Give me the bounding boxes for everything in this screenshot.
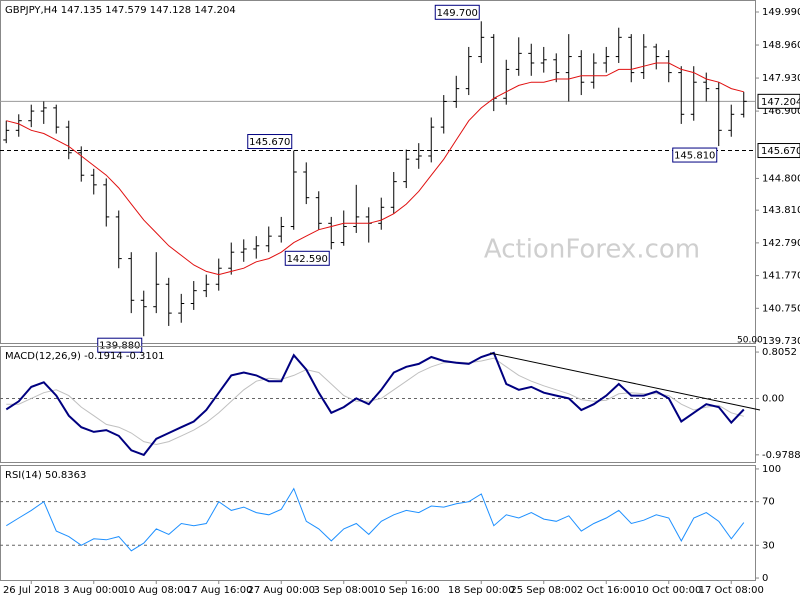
- x-tick-label: 17 Aug 16:00: [185, 585, 252, 596]
- level-box: [757, 143, 800, 159]
- x-tick-label: 3 Aug 00:00: [63, 585, 124, 596]
- x-tick-label: 10 Sep 16:00: [373, 585, 440, 596]
- annotation-box: [247, 134, 293, 150]
- panel-title: MACD(12,26,9) -0.1914 -0.3101: [5, 351, 165, 362]
- level-label: 145.670: [761, 146, 800, 157]
- x-tick-label: 10 Oct 00:00: [636, 585, 701, 596]
- series-line: [6, 487, 745, 552]
- x-tick-label: 27 Aug 00:00: [248, 585, 315, 596]
- corner-note: 50.00: [737, 336, 763, 346]
- annotation-label: 145.670: [249, 137, 290, 148]
- y-tick-label: 100: [762, 464, 781, 475]
- x-tick-label: 2 Oct 16:00: [577, 585, 636, 596]
- x-tick-label: 18 Sep 00:00: [448, 585, 515, 596]
- y-tick-label: 141.770: [762, 271, 800, 282]
- y-tick-label: 139.730: [762, 336, 800, 347]
- watermark: ActionForex.com: [484, 235, 700, 265]
- series-line: [6, 62, 744, 276]
- trend-line: [489, 352, 761, 411]
- y-tick-label: 147.930: [762, 73, 800, 84]
- y-tick-label: 30: [762, 540, 775, 551]
- annotation-box: [434, 4, 480, 20]
- annotation-box: [284, 250, 330, 266]
- panel-frame: [0, 465, 756, 581]
- annotation-box: [672, 147, 718, 163]
- annotation-box: [97, 337, 143, 353]
- annotation-label: 149.700: [437, 8, 478, 19]
- x-tick-label: 3 Sep 08:00: [314, 585, 374, 596]
- panel-frame: [0, 0, 756, 344]
- panel-title: GBPJPY,H4 147.135 147.579 147.128 147.20…: [5, 5, 236, 16]
- y-tick-label: 70: [762, 497, 775, 508]
- y-tick-label: 149.990: [762, 7, 800, 18]
- series-line: [5, 351, 745, 457]
- annotation-label: 145.810: [674, 151, 715, 162]
- y-tick-label: 0.00: [762, 393, 784, 404]
- y-tick-label: 143.810: [762, 205, 800, 216]
- x-tick-label: 25 Sep 08:00: [510, 585, 577, 596]
- panel-title: RSI(14) 50.8363: [5, 470, 86, 481]
- y-tick-label: 140.750: [762, 303, 800, 314]
- y-tick-label: 144.800: [762, 173, 800, 184]
- y-tick-label: 0: [762, 573, 768, 584]
- level-box: [757, 93, 800, 109]
- y-tick-label: 148.960: [762, 40, 800, 51]
- y-tick-label: 142.790: [762, 238, 800, 249]
- annotation-label: 142.590: [287, 254, 328, 265]
- y-tick-label: 146.900: [762, 106, 800, 117]
- x-tick-label: 26 Jul 2018: [3, 585, 60, 596]
- series-line: [6, 357, 744, 446]
- x-tick-label: 10 Aug 08:00: [123, 585, 190, 596]
- y-tick-label: -0.9788: [762, 450, 800, 461]
- x-tick-label: 17 Oct 08:00: [699, 585, 764, 596]
- panel-frame: [0, 346, 756, 463]
- y-tick-label: 0.8052: [762, 347, 797, 358]
- level-label: 147.204: [761, 97, 800, 108]
